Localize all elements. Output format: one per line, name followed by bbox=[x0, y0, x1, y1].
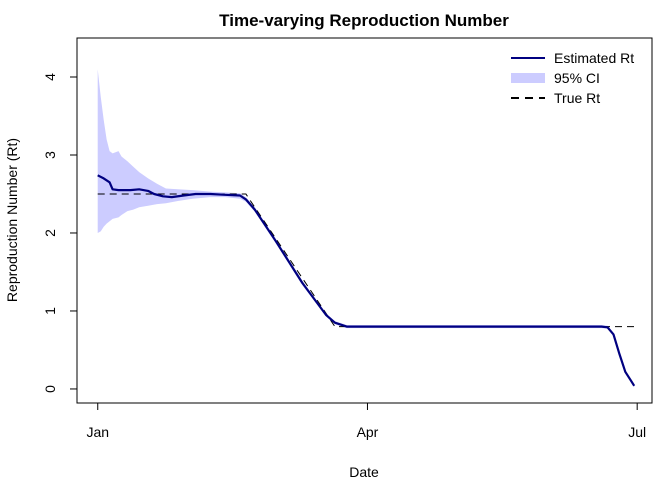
x-axis-label: Date bbox=[349, 464, 379, 480]
x-tick-label: Apr bbox=[357, 424, 379, 440]
ci-band bbox=[97, 69, 635, 388]
y-tick-label: 4 bbox=[42, 73, 58, 81]
x-tick-label: Jul bbox=[628, 424, 646, 440]
chart-title: Time-varying Reproduction Number bbox=[219, 11, 509, 30]
y-tick-label: 1 bbox=[42, 307, 58, 315]
legend-label: 95% CI bbox=[554, 70, 600, 86]
y-axis-label: Reproduction Number (Rt) bbox=[4, 138, 20, 302]
y-tick-label: 3 bbox=[42, 151, 58, 159]
estimated-rt-line bbox=[97, 174, 636, 387]
true-rt-line bbox=[97, 193, 635, 328]
legend-label: True Rt bbox=[554, 90, 600, 106]
y-tick-label: 2 bbox=[42, 229, 58, 237]
x-tick-label: Jan bbox=[86, 424, 109, 440]
legend: Estimated Rt 95% CI True Rt bbox=[511, 50, 634, 106]
plot-frame bbox=[76, 37, 653, 404]
legend-label: Estimated Rt bbox=[554, 50, 634, 66]
plot-area: 0 1 2 3 4 Jan Apr Jul bbox=[42, 37, 653, 440]
y-tick-label: 0 bbox=[42, 385, 58, 393]
